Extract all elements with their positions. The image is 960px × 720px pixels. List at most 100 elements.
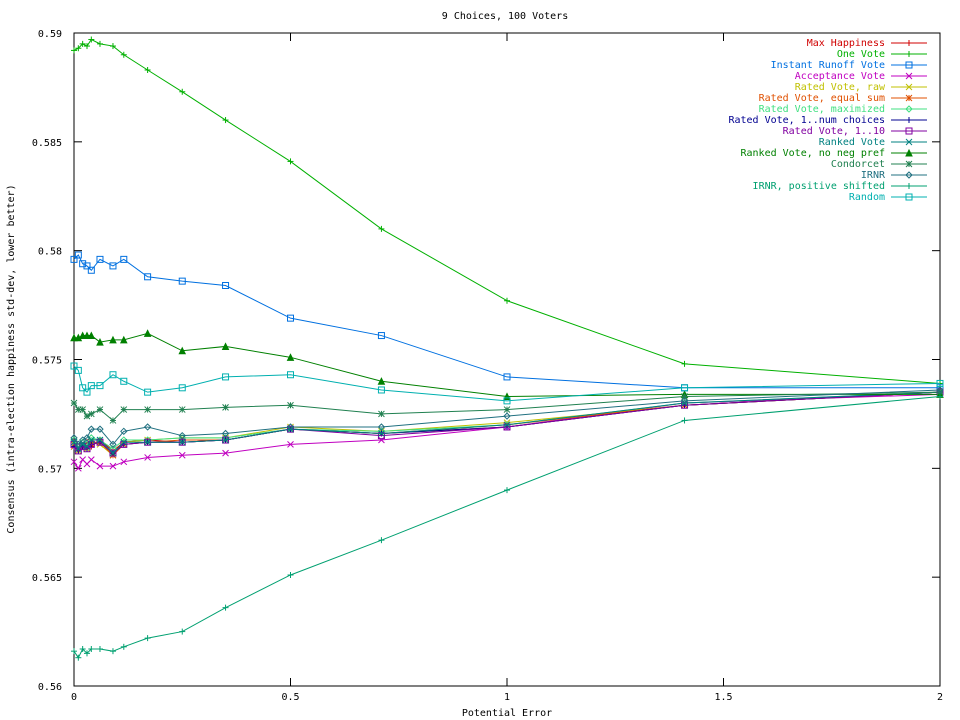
data-point <box>377 423 386 431</box>
data-point <box>378 430 385 437</box>
series-group <box>70 36 944 661</box>
legend-label: Ranked Vote, no neg pref <box>741 148 886 159</box>
data-point <box>905 148 913 157</box>
y-tick-label: 0.59 <box>38 29 62 40</box>
data-point <box>378 225 385 232</box>
data-point <box>96 40 103 47</box>
data-point <box>144 635 151 642</box>
data-point <box>83 443 91 450</box>
legend-item: Rated Vote, maximized <box>759 104 927 115</box>
series-line <box>73 391 941 454</box>
data-point <box>377 386 385 394</box>
data-point <box>109 262 117 270</box>
legend-item: Rated Vote, 1..10 <box>783 126 927 137</box>
data-point <box>221 429 230 438</box>
data-point <box>144 388 152 396</box>
data-point <box>120 438 128 446</box>
series-14 <box>70 362 944 405</box>
data-point <box>119 335 128 344</box>
data-point <box>905 72 913 80</box>
data-point <box>905 138 913 146</box>
data-point <box>120 51 127 58</box>
data-point <box>87 456 95 463</box>
data-point <box>287 571 294 578</box>
data-point <box>144 406 151 413</box>
data-point <box>120 440 128 448</box>
x-tick-label: 2 <box>937 692 943 703</box>
legend-label: Rated Vote, equal sum <box>759 93 885 104</box>
data-point <box>222 404 229 411</box>
legend-item: Rated Vote, 1..num choices <box>728 115 927 126</box>
x-tick-label: 1.5 <box>714 692 732 703</box>
legend-label: Ranked Vote <box>819 137 885 148</box>
data-point <box>79 384 87 392</box>
data-point <box>79 260 87 268</box>
legend-label: Rated Vote, 1..10 <box>783 126 885 137</box>
data-point <box>178 384 186 392</box>
data-point <box>96 436 104 444</box>
data-point <box>75 45 82 52</box>
legend-item: Condorcet <box>831 159 927 170</box>
data-point <box>109 462 117 470</box>
legend-item: Max Happiness <box>807 38 927 49</box>
data-point <box>222 373 230 381</box>
data-point <box>83 262 91 270</box>
data-point <box>70 434 78 442</box>
legend-label: Instant Runoff Vote <box>771 60 885 71</box>
data-point <box>96 425 104 433</box>
legend-item: One Vote <box>837 49 927 60</box>
data-point <box>79 406 87 413</box>
data-point <box>74 464 82 472</box>
y-axis-label: Consensus (intra-election happiness std-… <box>6 184 17 533</box>
data-point <box>109 371 117 379</box>
legend-item: Ranked Vote <box>819 137 927 148</box>
data-point <box>83 43 90 50</box>
data-point <box>70 362 78 370</box>
series-line <box>73 393 941 470</box>
series-line <box>73 391 941 422</box>
data-point <box>178 277 186 285</box>
legend-label: IRNR <box>861 170 886 181</box>
chart-title: 9 Choices, 100 Voters <box>442 11 568 22</box>
data-point <box>96 382 104 390</box>
data-point <box>88 36 95 43</box>
data-point <box>74 251 82 259</box>
legend-label: Max Happiness <box>807 38 885 49</box>
data-point <box>905 94 913 102</box>
data-point <box>378 410 385 418</box>
data-point <box>905 83 913 91</box>
data-point <box>96 337 104 346</box>
data-point <box>144 438 151 446</box>
data-point <box>178 406 186 413</box>
series-line <box>73 391 941 454</box>
data-point <box>70 333 78 342</box>
series-line <box>73 38 941 384</box>
data-point <box>906 40 912 46</box>
data-point <box>70 458 78 466</box>
data-point <box>96 255 104 263</box>
data-point <box>83 434 91 442</box>
y-tick-label: 0.58 <box>38 247 62 258</box>
data-point <box>503 421 511 429</box>
data-point <box>120 458 128 466</box>
data-point <box>680 397 689 405</box>
legend-label: Rated Vote, 1..num choices <box>728 115 885 126</box>
legend-item: IRNR <box>861 170 927 181</box>
legend-label: Rated Vote, raw <box>795 82 886 93</box>
data-point <box>222 436 229 444</box>
data-point <box>503 412 511 420</box>
series-12 <box>70 386 944 449</box>
data-point <box>178 451 186 459</box>
data-point <box>377 332 385 340</box>
data-point <box>70 399 78 407</box>
data-point <box>905 171 913 179</box>
data-point <box>70 255 78 263</box>
data-point <box>109 449 117 457</box>
series-10 <box>70 329 944 401</box>
legend-item: Acceptance Vote <box>795 71 927 82</box>
data-point <box>87 331 96 340</box>
data-point <box>120 643 127 650</box>
data-point <box>87 425 96 433</box>
data-point <box>87 382 95 390</box>
data-point <box>79 40 86 47</box>
